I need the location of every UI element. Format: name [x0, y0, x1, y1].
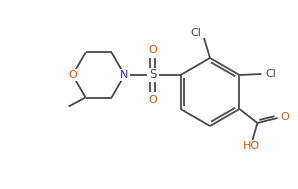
- Text: O: O: [68, 70, 77, 80]
- Text: O: O: [148, 45, 157, 55]
- Text: S: S: [149, 68, 156, 81]
- Text: Cl: Cl: [190, 28, 201, 38]
- Text: N: N: [120, 70, 129, 80]
- Text: Cl: Cl: [265, 69, 276, 79]
- Text: O: O: [280, 112, 289, 122]
- Text: O: O: [148, 95, 157, 105]
- Text: HO: HO: [243, 141, 260, 151]
